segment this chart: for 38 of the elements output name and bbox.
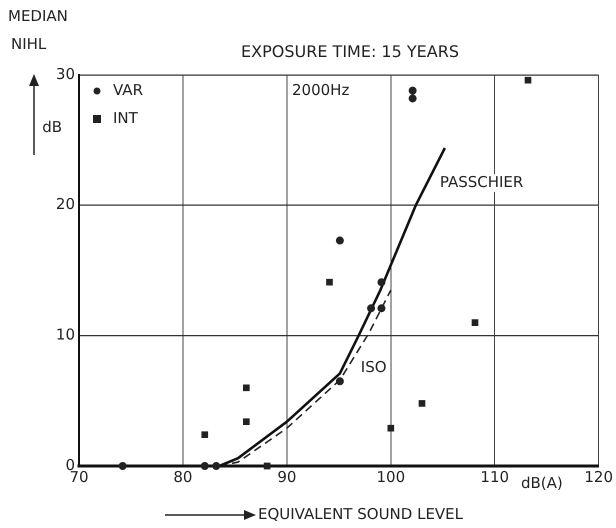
point — [524, 76, 532, 84]
point — [118, 462, 127, 470]
x-tick-label: 110 — [480, 468, 510, 486]
y-tick-label: 10 — [56, 326, 75, 344]
point — [326, 278, 333, 286]
y-tick-label: 0 — [65, 456, 75, 474]
series-label: PASSCHIER — [440, 172, 524, 191]
text: dB(A) — [521, 474, 563, 492]
point — [243, 418, 250, 426]
point — [367, 304, 376, 312]
x-tick-label: 120 — [584, 468, 614, 486]
y-tick-label: 30 — [56, 64, 75, 83]
point — [201, 431, 208, 438]
x-axis-title: EQUIVALENT SOUND LEVEL — [258, 504, 464, 523]
x-tick-label: 90 — [277, 468, 296, 486]
text: dB — [42, 118, 62, 136]
point — [418, 400, 426, 407]
x-tick-label: 100 — [376, 468, 406, 486]
point — [472, 319, 478, 326]
series-label: ISO — [360, 358, 387, 376]
point — [336, 377, 344, 386]
point — [377, 304, 386, 312]
annotation: 2000Hz — [292, 80, 350, 99]
point — [408, 94, 417, 102]
y-tick-label: 20 — [56, 195, 75, 214]
legend-label: INT — [113, 108, 139, 127]
point — [408, 86, 417, 95]
point — [377, 278, 386, 286]
chart-title: EXPOSURE TIME: 15 YEARS — [241, 42, 459, 62]
point — [387, 424, 394, 432]
point — [212, 462, 220, 470]
x-tick-label: 80 — [173, 468, 192, 486]
legend-label: VAR — [113, 80, 143, 99]
point — [336, 236, 344, 245]
y-axis-title: MEDIAN NIHL — [8, 6, 68, 53]
point — [200, 462, 209, 470]
point — [243, 384, 250, 392]
point — [264, 462, 270, 470]
